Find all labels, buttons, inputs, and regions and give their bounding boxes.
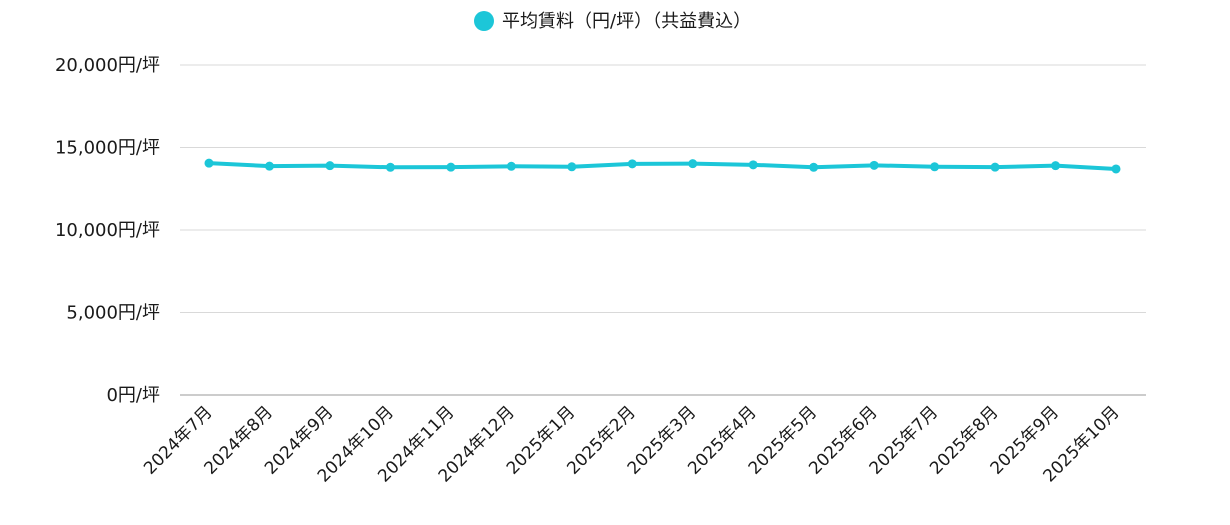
data-point[interactable] <box>627 159 637 169</box>
y-tick-label: 10,000円/坪 <box>55 220 160 241</box>
y-axis: 0円/坪 5,000円/坪 10,000円/坪 15,000円/坪 20,000円/坪 <box>55 55 160 406</box>
data-point[interactable] <box>688 159 698 169</box>
data-point[interactable] <box>204 158 214 168</box>
data-point[interactable] <box>385 162 395 172</box>
data-point[interactable] <box>869 160 879 170</box>
y-tick-label: 15,000円/坪 <box>55 138 160 159</box>
data-point[interactable] <box>930 162 940 172</box>
x-axis: 2024年7月2024年8月2024年9月2024年10月2024年11月202… <box>140 402 1123 486</box>
data-point[interactable] <box>506 161 516 171</box>
y-tick-label: 0円/坪 <box>106 385 160 406</box>
grid <box>180 64 1146 396</box>
y-tick-label: 5,000円/坪 <box>66 303 160 324</box>
data-point[interactable] <box>990 162 1000 172</box>
data-point[interactable] <box>809 162 819 172</box>
data-point[interactable] <box>1111 164 1121 174</box>
legend-label: 平均賃料（円/坪）（共益費込） <box>502 11 751 32</box>
data-point[interactable] <box>748 160 758 170</box>
data-point[interactable] <box>446 162 456 172</box>
legend: 平均賃料（円/坪）（共益費込） <box>474 11 751 32</box>
data-point[interactable] <box>325 161 335 171</box>
legend-swatch <box>474 11 494 31</box>
data-point[interactable] <box>264 161 274 171</box>
series <box>204 158 1121 174</box>
data-point[interactable] <box>1051 161 1061 171</box>
y-tick-label: 20,000円/坪 <box>55 55 160 76</box>
series-line <box>207 161 1118 171</box>
data-point[interactable] <box>567 162 577 172</box>
